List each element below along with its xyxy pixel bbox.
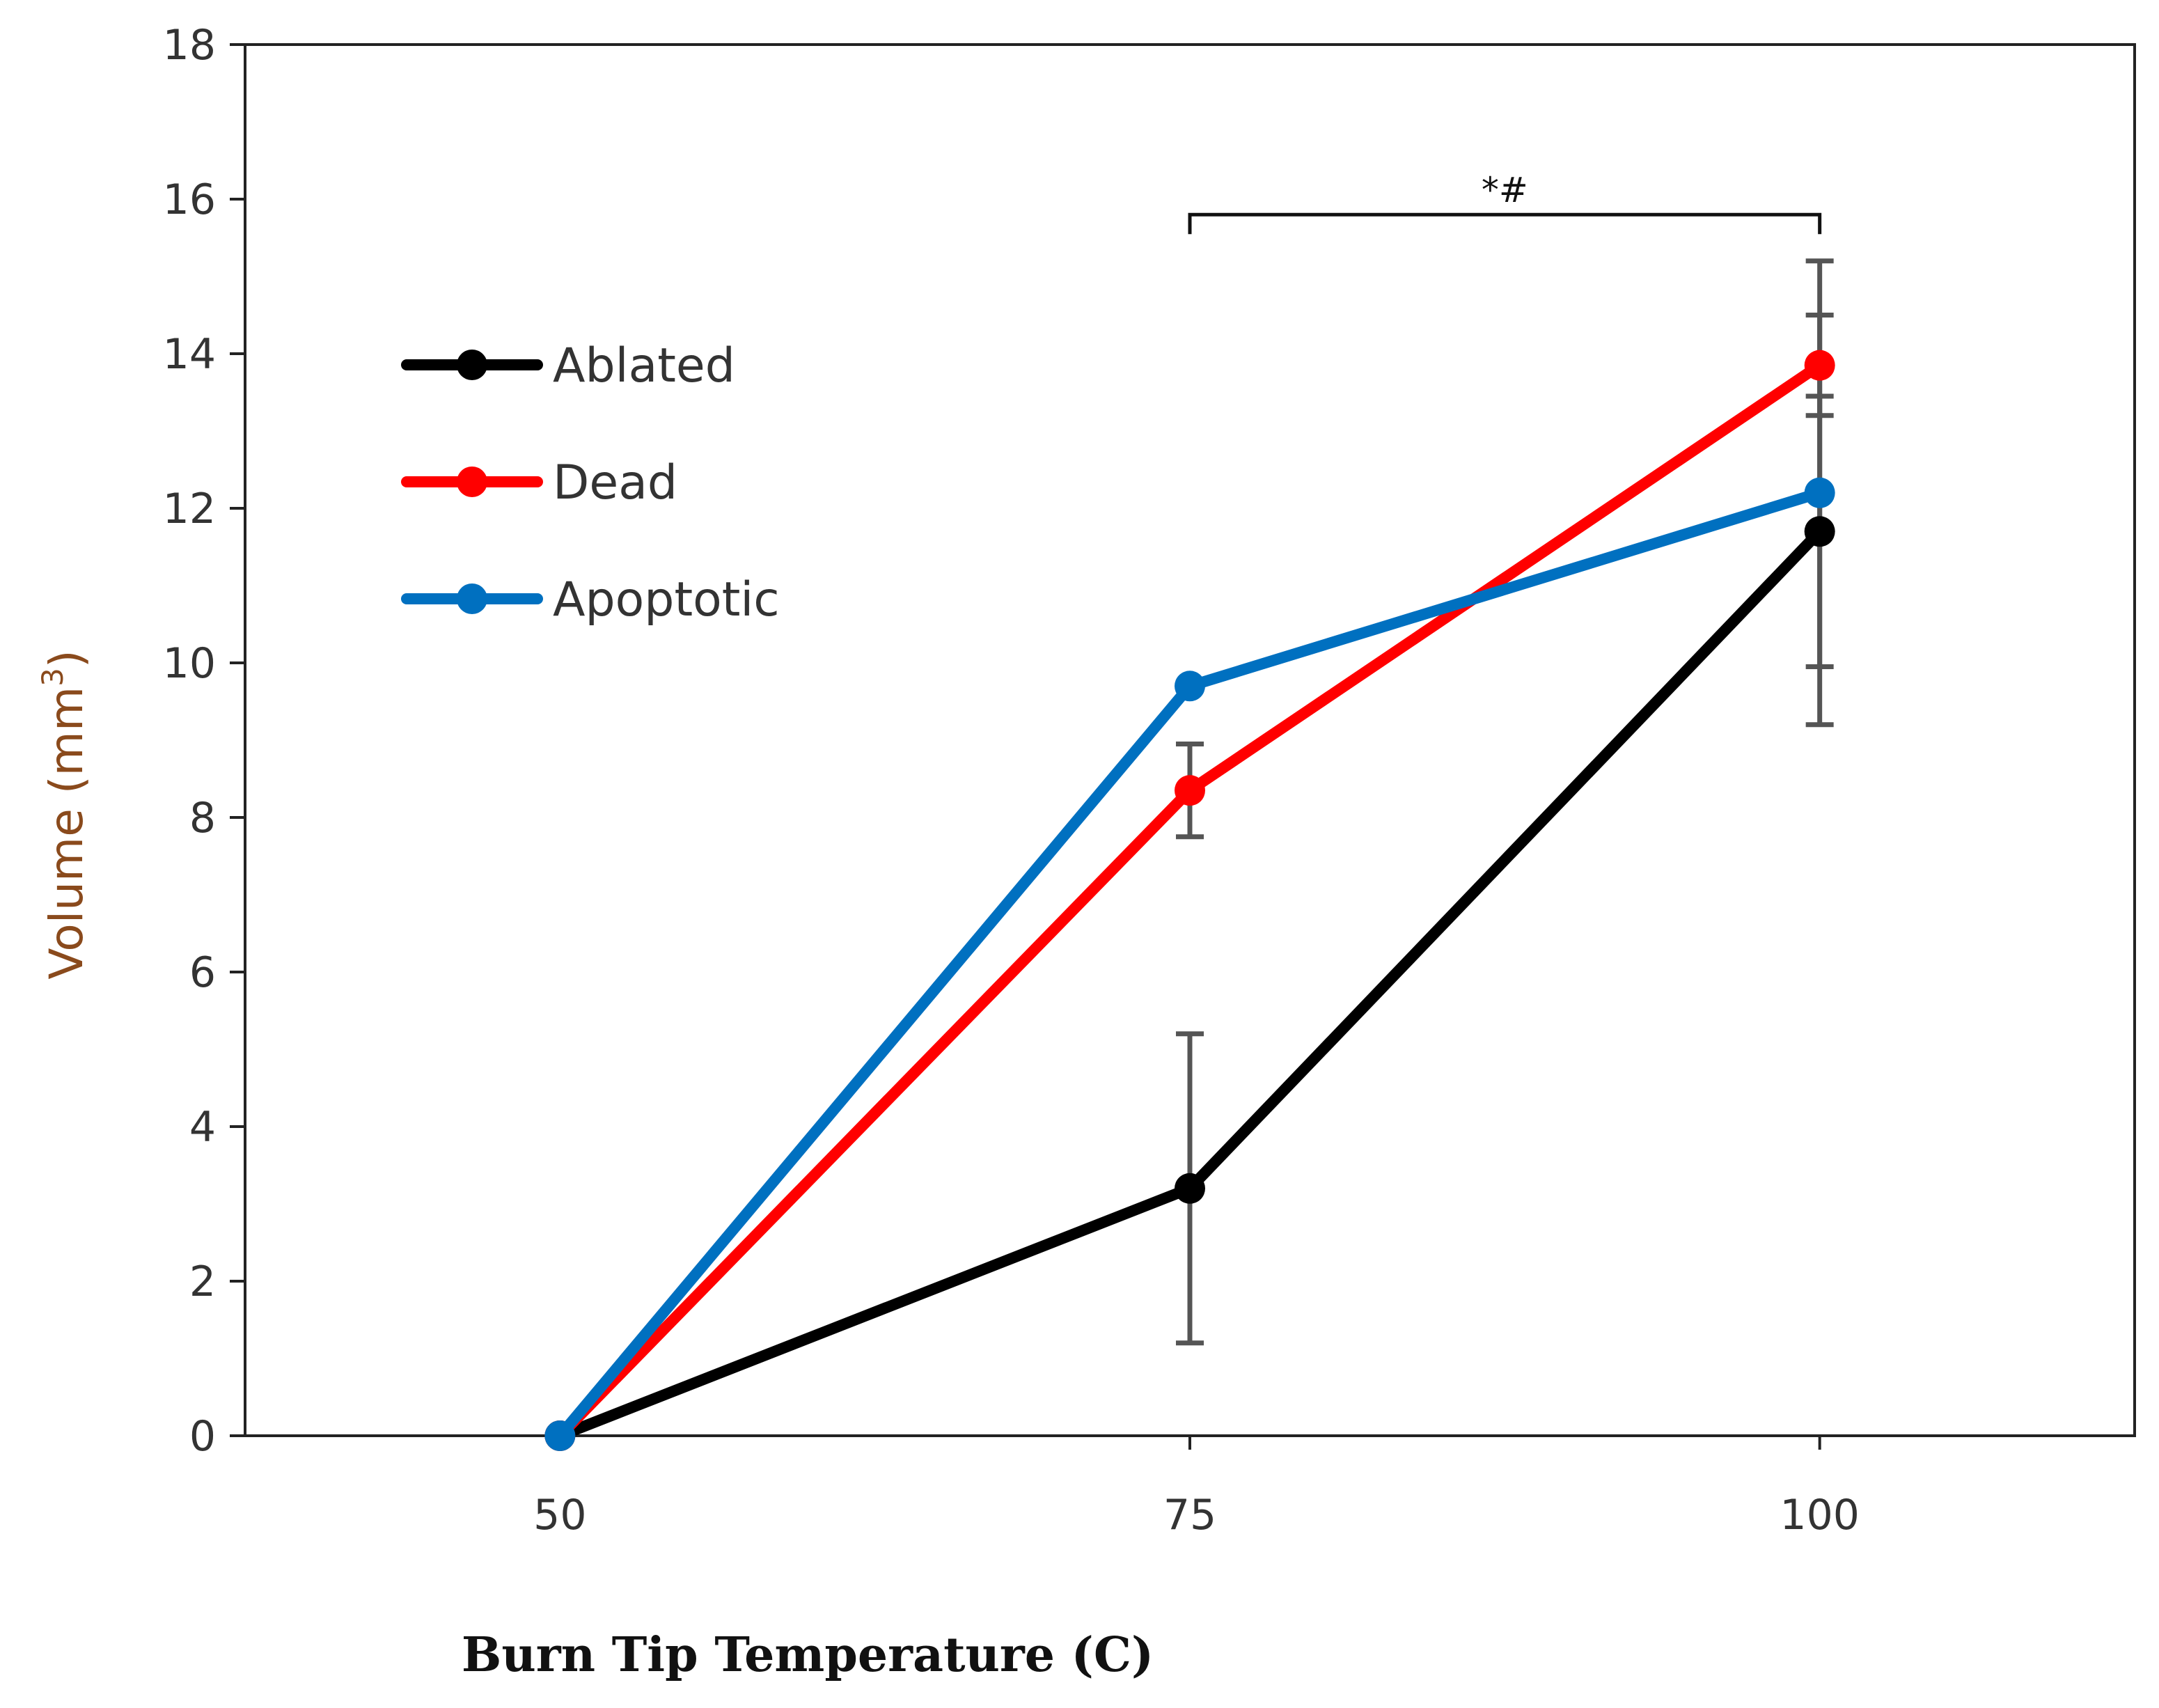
data-point-dead <box>1175 775 1205 806</box>
y-tick-label: 2 <box>189 1258 216 1306</box>
x-tick-label: 50 <box>533 1491 586 1539</box>
data-point-ablated <box>1804 516 1835 547</box>
y-axis-title: Volume (mm3) <box>36 650 93 979</box>
legend-label-ablated: Ablated <box>553 338 735 393</box>
y-tick-label: 12 <box>163 485 216 533</box>
data-point-ablated <box>1175 1173 1205 1204</box>
y-tick-label: 14 <box>163 330 216 379</box>
legend-label-dead: Dead <box>553 455 677 510</box>
x-tick-label: 75 <box>1163 1491 1216 1539</box>
data-point-apoptotic <box>544 1420 576 1451</box>
significance-bracket <box>1188 212 1822 235</box>
y-tick-label: 16 <box>163 175 216 224</box>
series-layer <box>544 350 1835 1451</box>
y-tick-label: 8 <box>189 794 216 843</box>
y-tick-label: 10 <box>163 639 216 688</box>
legend-marker-ablated <box>457 350 487 380</box>
annotation-layer: *# <box>1188 170 1822 235</box>
x-tick-label: 100 <box>1780 1491 1860 1539</box>
data-point-dead <box>1804 350 1835 381</box>
significance-label: *# <box>1482 170 1528 210</box>
legend-label-apoptotic: Apoptotic <box>553 572 780 627</box>
y-tick-label: 18 <box>163 21 216 70</box>
y-axis-title-main: Volume (mm <box>40 687 93 980</box>
x-axis-title: Burn Tip Temperature (C) <box>462 1627 1154 1683</box>
y-axis-title-close: ) <box>40 650 93 668</box>
legend: Ablated Dead Apoptotic <box>401 338 780 627</box>
y-tick-label: 4 <box>189 1103 216 1152</box>
y-tick-label: 0 <box>189 1412 216 1461</box>
data-point-apoptotic <box>1175 671 1205 702</box>
axes-layer: 0 2 4 6 8 10 12 14 16 18 50 75 100 <box>163 21 2136 1539</box>
y-axis-title-superscript: 3 <box>36 668 70 687</box>
y-tick-label: 6 <box>189 948 216 997</box>
data-point-apoptotic <box>1804 477 1835 508</box>
legend-marker-dead <box>457 467 487 497</box>
legend-marker-apoptotic <box>457 583 487 614</box>
